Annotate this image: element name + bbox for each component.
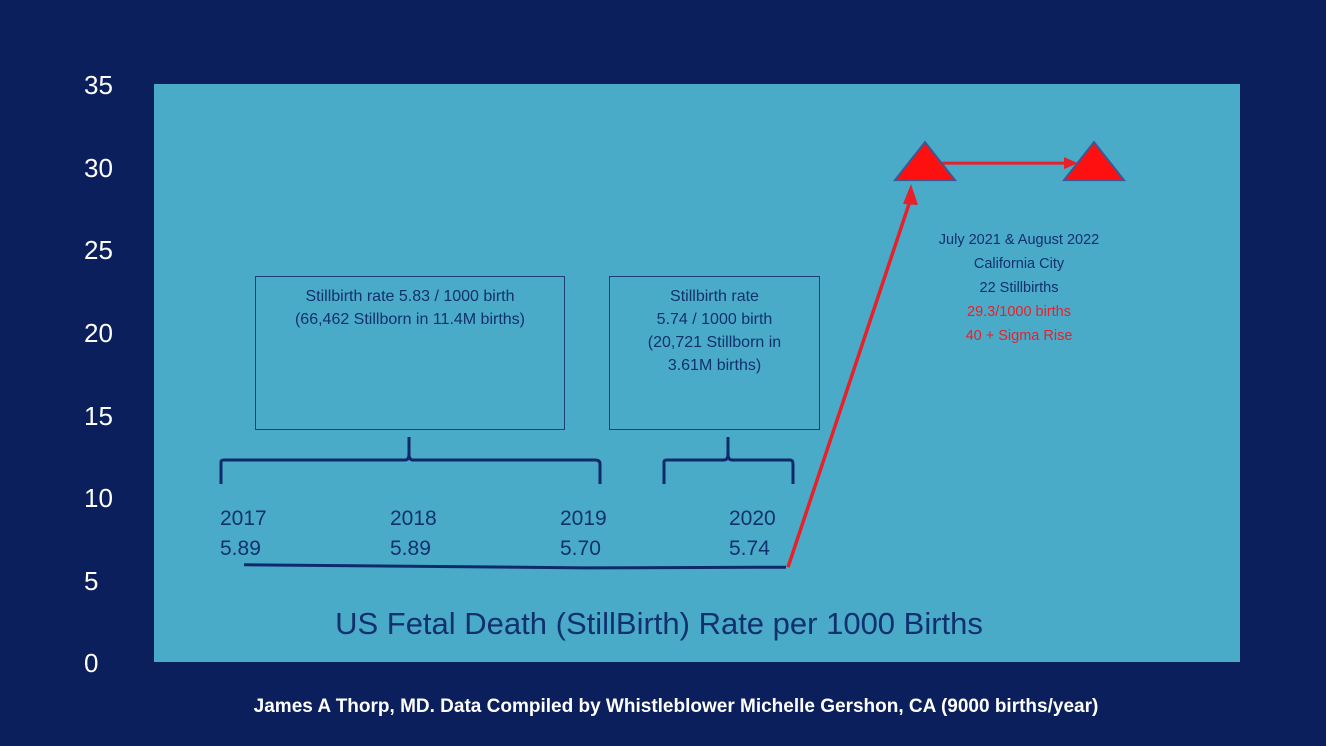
triangle-marker-2022: [1061, 140, 1127, 182]
y-tick-label: 20: [84, 318, 113, 348]
y-tick-label: 15: [84, 401, 113, 431]
y-tick-label: 5: [84, 566, 99, 596]
chart-caption: US Fetal Death (StillBirth) Rate per 100…: [335, 606, 983, 641]
box-line: 3.61M births): [667, 357, 762, 374]
box-line: 5.74 / 1000 birth: [656, 311, 773, 328]
year-label: 2017: [220, 507, 267, 530]
annotation-rate: 29.3/1000 births: [967, 304, 1071, 320]
chart-graphics: [219, 140, 1127, 570]
year-label: 2019: [560, 507, 607, 530]
value-label: 5.89: [220, 537, 261, 560]
value-label: 5.70: [560, 537, 601, 560]
year-label: 2018: [390, 507, 437, 530]
year-label: 2020: [729, 507, 776, 530]
stillbirth-rate-line: [243, 563, 787, 570]
connector-arrowhead: [1064, 157, 1078, 170]
spike-arrowhead: [903, 184, 918, 205]
y-tick-label: 0: [84, 648, 99, 678]
stillbirth-box-2020: Stillbirth rate 5.74 / 1000 birth (20,72…: [609, 276, 820, 430]
stillbirth-box-2017-2019: Stillbirth rate 5.83 / 1000 birth (66,46…: [255, 276, 565, 430]
y-tick-label: 25: [84, 235, 113, 265]
annotation-line: 22 Stillbirths: [979, 280, 1059, 296]
y-tick-label: 35: [84, 70, 113, 100]
annotation-line: California City: [973, 256, 1065, 272]
box-line: Stillbirth rate: [670, 288, 759, 305]
y-tick-label: 10: [84, 483, 113, 513]
annotation-sigma: 40 + Sigma Rise: [965, 328, 1073, 344]
value-label: 5.74: [729, 537, 770, 560]
box-line: (66,462 Stillborn in 11.4M births): [294, 311, 526, 328]
footer-credit: James A Thorp, MD. Data Compiled by Whis…: [253, 696, 1099, 717]
annotation-line: July 2021 & August 2022: [938, 232, 1100, 248]
spike-arrow: [786, 197, 913, 568]
value-label: 5.89: [390, 537, 431, 560]
box-line: Stillbirth rate 5.83 / 1000 birth: [305, 288, 515, 305]
box-line: (20,721 Stillborn in: [647, 334, 782, 351]
brace-2017-2019: [219, 437, 602, 484]
triangle-marker-2021: [892, 140, 958, 182]
y-tick-label: 30: [84, 153, 113, 183]
brace-2020: [662, 437, 795, 484]
